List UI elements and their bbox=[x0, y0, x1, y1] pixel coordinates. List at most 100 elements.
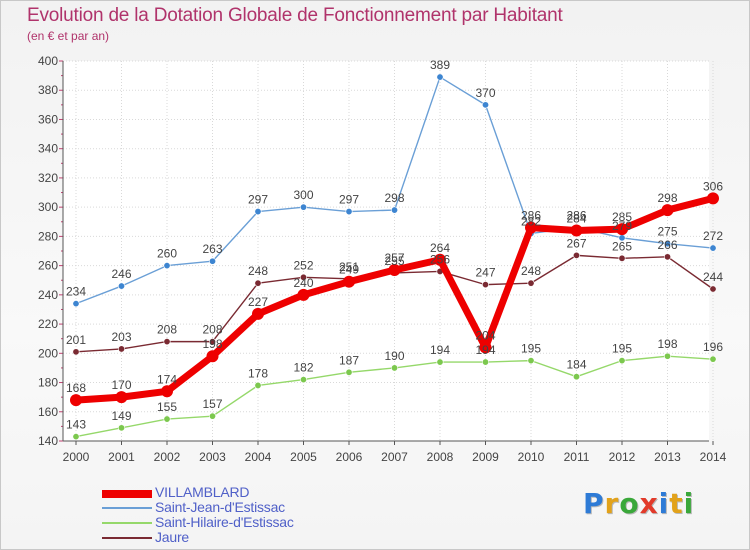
data-point bbox=[436, 358, 444, 366]
data-point bbox=[572, 251, 580, 259]
data-point bbox=[163, 338, 171, 346]
y-tick-label: 300 bbox=[38, 200, 58, 214]
data-point bbox=[254, 279, 262, 287]
data-label: 248 bbox=[521, 264, 541, 278]
data-label: 263 bbox=[202, 242, 222, 256]
data-label: 201 bbox=[66, 333, 86, 347]
data-point bbox=[709, 244, 717, 252]
y-tick-label: 140 bbox=[38, 434, 58, 448]
data-label: 300 bbox=[293, 188, 313, 202]
data-point bbox=[707, 192, 719, 205]
data-point bbox=[299, 273, 307, 281]
legend-swatch bbox=[102, 490, 152, 498]
data-label: 204 bbox=[475, 328, 495, 342]
data-point bbox=[163, 262, 171, 270]
logo-letter: o bbox=[619, 487, 640, 520]
x-tick-label: 2008 bbox=[427, 450, 454, 464]
data-label: 251 bbox=[339, 260, 359, 274]
data-point bbox=[390, 364, 398, 372]
data-point bbox=[572, 373, 580, 381]
data-label: 143 bbox=[66, 418, 86, 432]
data-point bbox=[345, 208, 353, 216]
data-point bbox=[299, 376, 307, 384]
data-label: 370 bbox=[475, 86, 495, 100]
data-label: 194 bbox=[430, 343, 450, 357]
data-point bbox=[481, 358, 489, 366]
logo-letter: i bbox=[658, 487, 670, 520]
logo-letter: r bbox=[604, 487, 620, 520]
data-point bbox=[254, 381, 262, 389]
legend-swatch bbox=[102, 537, 152, 539]
data-label: 297 bbox=[339, 193, 359, 207]
data-label: 249 bbox=[339, 263, 359, 277]
data-point bbox=[206, 350, 219, 363]
data-point bbox=[163, 415, 171, 423]
data-label: 298 bbox=[384, 191, 404, 205]
data-point bbox=[709, 355, 717, 363]
y-tick-label: 360 bbox=[38, 112, 58, 126]
data-label: 298 bbox=[657, 191, 677, 205]
data-label: 265 bbox=[612, 239, 632, 253]
data-label: 178 bbox=[248, 366, 268, 380]
data-label: 240 bbox=[293, 276, 313, 290]
data-label: 155 bbox=[157, 400, 177, 414]
data-label: 252 bbox=[293, 258, 313, 272]
data-point bbox=[343, 275, 355, 288]
plot-area bbox=[63, 61, 709, 441]
data-label: 297 bbox=[248, 193, 268, 207]
data-label: 190 bbox=[384, 349, 404, 363]
data-point bbox=[481, 101, 489, 109]
chart-subtitle: (en € et par an) bbox=[27, 29, 110, 43]
data-point bbox=[118, 424, 126, 432]
data-point bbox=[616, 223, 628, 236]
data-label: 279 bbox=[612, 219, 632, 233]
x-tick-label: 2012 bbox=[609, 450, 636, 464]
data-label: 184 bbox=[566, 358, 586, 372]
data-point bbox=[570, 224, 583, 237]
data-label: 170 bbox=[111, 378, 131, 392]
logo-letter: t bbox=[669, 487, 684, 520]
data-point bbox=[252, 307, 264, 320]
data-point bbox=[481, 281, 489, 289]
y-tick-label: 320 bbox=[38, 171, 58, 185]
data-label: 182 bbox=[293, 361, 313, 375]
y-tick-label: 160 bbox=[38, 405, 58, 419]
logo-letter: P bbox=[583, 487, 605, 520]
x-tick-label: 2010 bbox=[518, 450, 545, 464]
data-label: 256 bbox=[430, 252, 450, 266]
data-point bbox=[390, 206, 398, 214]
data-label: 208 bbox=[157, 323, 177, 337]
legend-label: VILLAMBLARD bbox=[155, 484, 250, 500]
x-tick-label: 2014 bbox=[700, 450, 727, 464]
data-point bbox=[527, 279, 535, 287]
data-label: 248 bbox=[248, 264, 268, 278]
data-label: 255 bbox=[384, 254, 404, 268]
y-tick-label: 340 bbox=[38, 142, 58, 156]
data-label: 282 bbox=[521, 214, 541, 228]
data-label: 244 bbox=[703, 270, 723, 284]
data-label: 234 bbox=[66, 285, 86, 299]
data-point bbox=[525, 221, 537, 234]
data-point bbox=[436, 73, 444, 81]
legend-swatch bbox=[102, 507, 152, 509]
data-label: 286 bbox=[521, 209, 541, 223]
data-point bbox=[479, 341, 492, 354]
data-point bbox=[118, 282, 126, 290]
data-label: 246 bbox=[111, 267, 131, 281]
data-point bbox=[661, 204, 674, 217]
data-point bbox=[161, 385, 173, 398]
data-label: 247 bbox=[475, 266, 495, 280]
x-tick-label: 2000 bbox=[63, 450, 90, 464]
data-point bbox=[209, 257, 217, 265]
y-tick-label: 400 bbox=[38, 54, 58, 68]
x-tick-label: 2007 bbox=[381, 450, 408, 464]
data-point bbox=[663, 253, 671, 261]
data-label: 174 bbox=[157, 372, 177, 386]
data-point bbox=[209, 412, 217, 420]
data-point bbox=[618, 254, 626, 262]
data-label: 195 bbox=[521, 342, 541, 356]
data-label: 227 bbox=[248, 295, 268, 309]
data-point bbox=[663, 352, 671, 360]
